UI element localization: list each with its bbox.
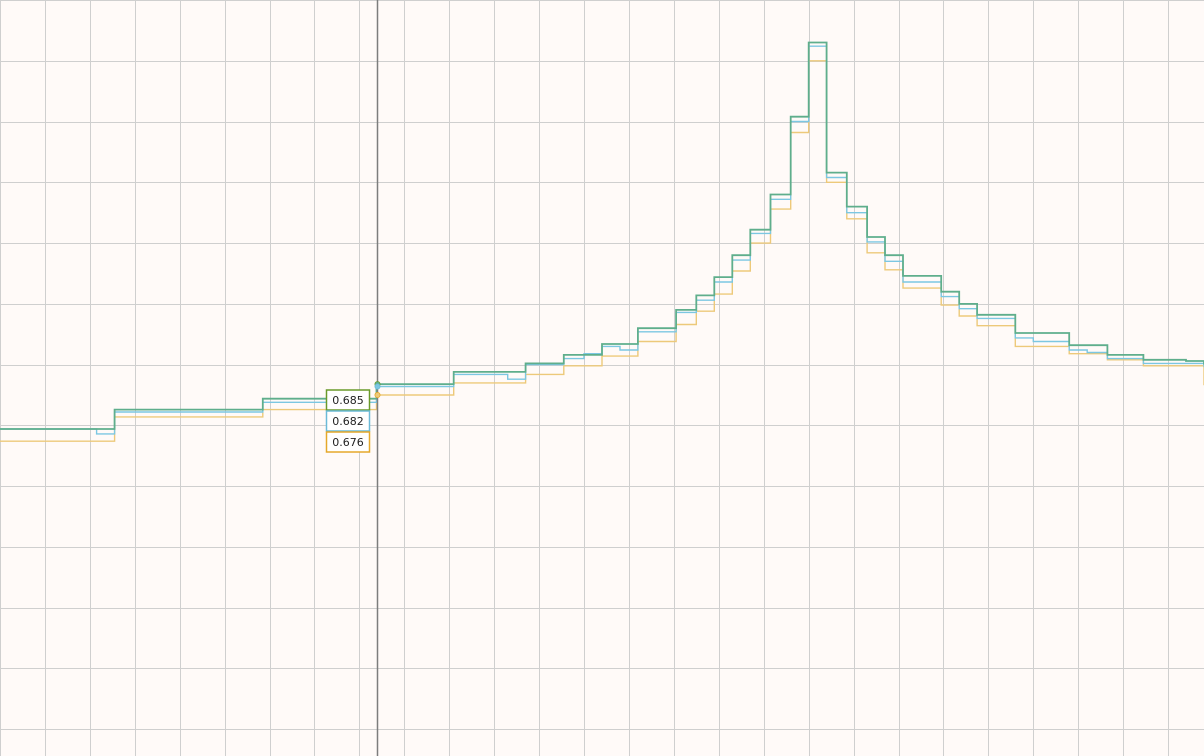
tooltip-value-2: 0.682 [332,415,364,428]
tooltip-box-1 [325,389,371,411]
tooltip-box-3 [325,431,371,453]
tooltip-group: 0.685 0.682 0.676 [325,389,371,453]
series-line-2 [0,45,1204,435]
tooltip-value-3: 0.676 [332,436,364,449]
cursor-point-2 [374,383,381,390]
series-line-1 [0,41,1204,430]
tooltip-value-1: 0.685 [332,394,364,407]
tooltip-box-2 [325,410,371,432]
series-group [0,41,1204,442]
crosshair-group [374,0,381,756]
cursor-point-3 [374,392,381,399]
